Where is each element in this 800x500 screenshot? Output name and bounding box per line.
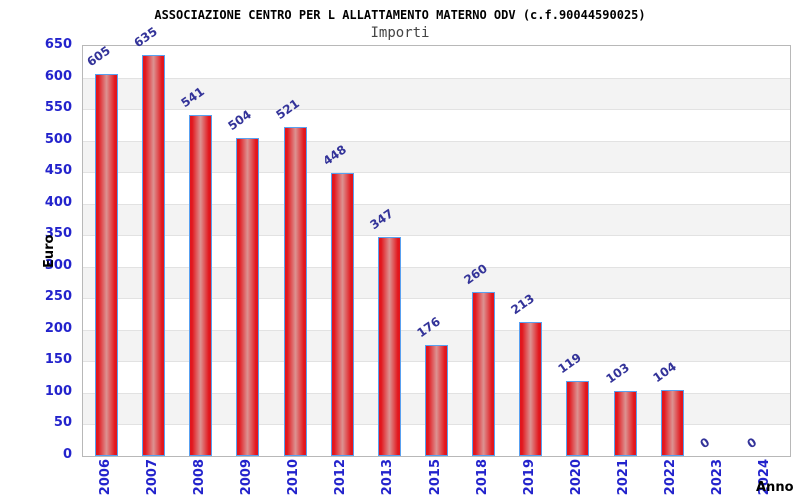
- plot-area: [82, 45, 791, 457]
- x-tick-label: 2022: [663, 459, 679, 496]
- bar-2019: [519, 321, 543, 456]
- bar-2010: [283, 127, 307, 456]
- bar-2020: [566, 380, 590, 456]
- x-tick-label: 2008: [191, 459, 207, 496]
- x-tick-label: 2009: [238, 459, 254, 496]
- gridline: [83, 204, 790, 205]
- gridline: [83, 330, 790, 331]
- y-axis-title: Euro: [42, 234, 57, 268]
- y-tick-label: 600: [44, 68, 72, 84]
- x-tick-label: 2015: [427, 459, 443, 496]
- y-tick-label: 100: [44, 383, 72, 399]
- x-tick-label: 2010: [286, 459, 302, 496]
- y-tick-label: 500: [44, 131, 72, 147]
- x-tick-label: 2018: [474, 459, 490, 496]
- gridline: [83, 235, 790, 236]
- bar-2006: [95, 74, 119, 456]
- x-tick-label: 2012: [333, 459, 349, 496]
- x-tick-label: 2013: [380, 459, 396, 496]
- gridline: [83, 298, 790, 299]
- y-tick-label: 650: [44, 37, 72, 52]
- bar-2012: [330, 173, 354, 456]
- y-tick-label: 450: [44, 163, 72, 179]
- y-tick-label: 150: [44, 352, 72, 368]
- x-axis-title: Anno: [756, 480, 794, 495]
- gridline: [83, 172, 790, 173]
- gridline: [83, 109, 790, 110]
- bar-2022: [660, 390, 684, 456]
- y-tick-label: 0: [62, 447, 72, 462]
- chart-subtitle: Importi: [370, 25, 430, 41]
- y-tick-label: 350: [44, 226, 72, 242]
- y-tick-label: 200: [44, 320, 72, 336]
- grid-band: [83, 77, 790, 110]
- bar-2007: [142, 55, 166, 456]
- bar-2013: [377, 237, 401, 456]
- chart-title: ASSOCIAZIONE CENTRO PER L ALLATTAMENTO M…: [154, 8, 646, 22]
- bar-2009: [236, 138, 260, 456]
- bar-2008: [189, 114, 213, 456]
- x-tick-label: 2023: [710, 459, 726, 496]
- gridline: [83, 267, 790, 268]
- gridline: [83, 141, 790, 142]
- y-tick-label: 400: [44, 194, 72, 210]
- y-tick-label: 50: [53, 415, 72, 431]
- y-tick-label: 250: [44, 289, 72, 305]
- x-tick-label: 2020: [568, 459, 584, 496]
- x-tick-label: 2021: [616, 459, 632, 496]
- x-tick-label: 2007: [144, 459, 160, 496]
- y-tick-label: 300: [44, 257, 72, 273]
- y-tick-label: 550: [44, 100, 72, 116]
- bar-2018: [472, 292, 496, 456]
- x-tick-label: 2006: [97, 459, 113, 496]
- gridline: [83, 78, 790, 79]
- bar-2015: [425, 344, 448, 456]
- x-tick-label: 2019: [521, 459, 537, 496]
- bar-2021: [613, 391, 637, 456]
